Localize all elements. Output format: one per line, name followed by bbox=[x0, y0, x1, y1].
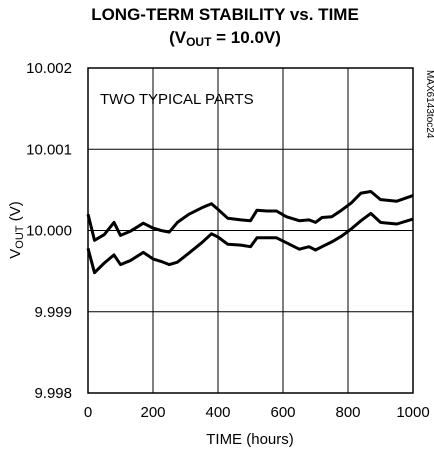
x-tick-label: 200 bbox=[140, 404, 165, 421]
ylabel-unit: (V) bbox=[7, 201, 24, 225]
series-group bbox=[86, 190, 414, 275]
x-tick-label: 0 bbox=[84, 404, 92, 421]
y-tick-label: 10.001 bbox=[26, 141, 72, 158]
series-line-2 bbox=[86, 211, 414, 275]
series-line-1 bbox=[86, 190, 414, 242]
y-tick-label: 10.000 bbox=[26, 223, 72, 240]
ylabel-v: V bbox=[7, 249, 24, 259]
annotation-two-typical-parts: TWO TYPICAL PARTS bbox=[100, 91, 254, 108]
x-tick-labels: 0 200 400 600 800 1000 bbox=[84, 404, 430, 421]
x-tick-label: 800 bbox=[335, 404, 360, 421]
chart-title-line2: (VOUT = 10.0V) bbox=[169, 28, 281, 49]
chart-title-line1: LONG-TERM STABILITY vs. TIME bbox=[91, 5, 359, 24]
side-code-label: MAX6143toc24 bbox=[424, 70, 434, 139]
title-vout-subscript: OUT bbox=[186, 35, 212, 49]
ylabel-subscript: OUT bbox=[14, 225, 26, 249]
grid-lines bbox=[88, 68, 413, 393]
x-tick-label: 600 bbox=[270, 404, 295, 421]
plot-frame bbox=[87, 67, 414, 394]
y-tick-label: 9.998 bbox=[34, 385, 72, 402]
x-axis-label: TIME (hours) bbox=[206, 431, 294, 448]
y-tick-labels: 9.998 9.999 10.000 10.001 10.002 bbox=[26, 60, 72, 402]
x-tick-label: 400 bbox=[205, 404, 230, 421]
x-tick-label: 1000 bbox=[396, 404, 429, 421]
title-vout-prefix: (V bbox=[169, 28, 187, 47]
y-axis-label: VOUT (V) bbox=[7, 201, 26, 258]
y-tick-label: 10.002 bbox=[26, 60, 72, 77]
y-tick-label: 9.999 bbox=[34, 304, 72, 321]
title-vout-suffix: = 10.0V) bbox=[211, 28, 280, 47]
